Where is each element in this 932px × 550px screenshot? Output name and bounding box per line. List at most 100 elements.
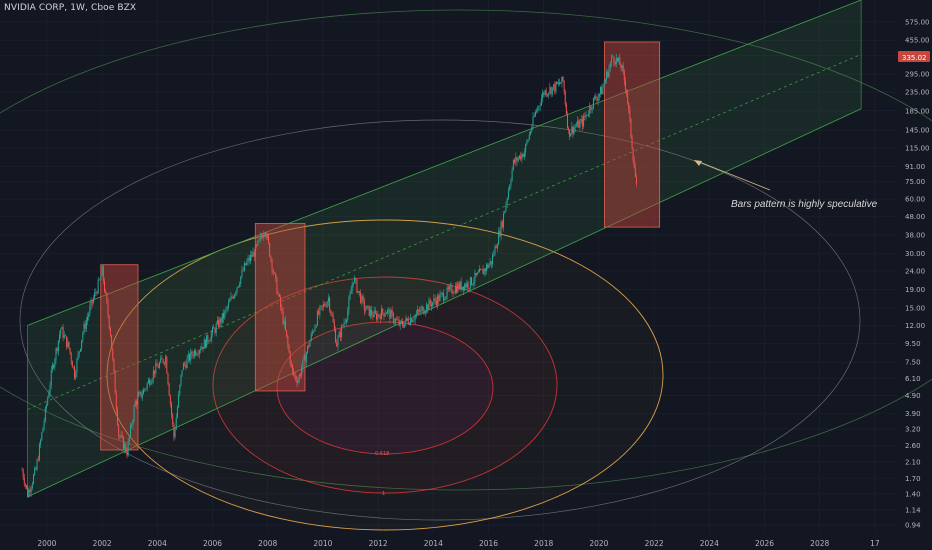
candle-body [226,307,228,309]
candle-body [464,284,466,291]
candle-body [337,337,339,347]
candles [21,53,637,498]
candle-body [47,397,49,405]
candle-body [379,315,381,320]
candle-body [579,121,581,128]
candle-body [467,282,469,289]
y-tick-label: 235.00 [905,89,930,97]
candle-body [628,102,630,110]
x-tick-label: 2020 [589,539,608,548]
candle-body [125,444,127,452]
candle-body [544,90,546,95]
x-tick-label: 2028 [810,539,829,548]
candle-body [458,283,460,289]
candle-body [333,322,335,330]
symbol-header[interactable]: NVIDIA CORP, 1W, Cboe BZX [4,3,137,13]
candle-body [83,324,85,333]
candle-body [363,300,365,311]
candle-body [332,315,334,323]
x-tick-label: 2008 [258,539,277,548]
candle-body [434,298,436,301]
candle-body [179,384,181,395]
candle-body [618,57,620,61]
highlight-boxes[interactable] [100,41,661,451]
candle-body [466,282,468,288]
candle-body [361,296,363,303]
candle-body [371,309,373,316]
y-tick-label: 3.20 [905,426,921,434]
candle-body [303,355,305,360]
candle-body [138,393,140,397]
candle-body [608,68,610,77]
price-axis[interactable]: 575.00455.00375.00295.00235.00185.00145.… [905,18,930,529]
candle-body [495,246,497,249]
candle-body [121,434,123,437]
candle-body [223,313,225,319]
candle-body [406,317,408,320]
candle-body [480,269,482,270]
candle-body [550,87,552,95]
candle-body [538,106,540,108]
candle-body [219,318,221,327]
candle-body [372,315,374,317]
candle-body [420,308,422,312]
candle-body [167,373,169,384]
candle-body [202,346,204,349]
candle-body [263,234,265,238]
x-tick-label: 2006 [203,539,222,548]
candle-body [63,335,65,339]
candle-body [456,286,458,293]
candle-body [135,401,137,405]
candle-body [368,305,370,317]
candle-body [321,305,323,307]
candle-body [294,374,296,376]
candle-body [23,477,25,485]
y-tick-label: 455.00 [905,37,930,45]
candle-body [631,136,633,149]
candle-body [212,327,214,334]
regression-channel[interactable] [27,0,862,498]
candle-body [85,320,87,329]
candle-body [433,298,435,303]
candle-body [615,57,617,65]
candle-body [106,292,108,303]
candle-body [346,319,348,322]
candle-body [210,333,212,341]
candle-body [259,235,261,240]
candle-body [526,141,528,145]
candle-body [297,380,299,384]
candle-body [632,148,634,161]
candle-body [468,288,470,289]
candle-body [395,319,397,322]
candle-body [109,328,111,335]
candle-body [416,309,418,314]
candle-body [577,120,579,126]
candle-body [247,257,249,262]
candle-body [596,99,598,101]
candle-body [393,321,395,323]
candle-body [583,115,585,127]
candle-body [141,394,143,398]
candle-body [543,92,545,95]
candle-body [482,269,484,275]
time-axis[interactable]: 2000 2002 2004 2006 2008 2010 2012 2014 2016 2018… [37,539,880,548]
candle-body [235,292,237,295]
last-price-badge: 335.02 [898,51,930,62]
x-tick-label: 2012 [369,539,388,548]
candle-body [272,270,274,273]
candle-body [215,324,217,333]
candle-body [21,469,23,471]
candle-body [344,321,346,323]
candle-body [46,404,48,408]
last-price-text: 335.02 [902,54,927,62]
candle-body [507,190,509,199]
candle-body [499,231,501,237]
candle-body [76,359,78,374]
x-tick-label: 2002 [93,539,112,548]
candle-body [186,358,188,369]
candle-body [140,391,142,398]
candle-body [33,474,35,484]
candle-body [67,341,69,348]
candle-body [465,284,467,288]
